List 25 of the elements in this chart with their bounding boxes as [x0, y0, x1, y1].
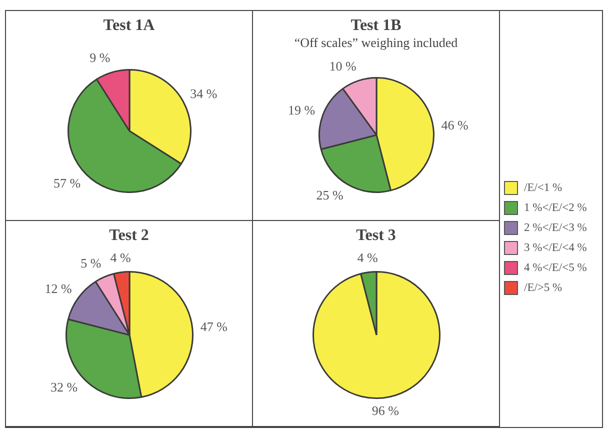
data-label: 96 %	[371, 403, 399, 418]
chart-subtitle: “Off scales” weighing included	[293, 35, 459, 51]
chart-title: Test 1B	[350, 17, 402, 35]
legend-label: 3 %</E/<4 %	[524, 242, 587, 254]
data-label: 46 %	[440, 117, 468, 132]
data-label: 19 %	[288, 102, 315, 118]
legend-label: 1 %</E/<2 %	[524, 202, 587, 214]
data-label: 34 %	[190, 86, 217, 102]
chart-title: Test 3	[355, 227, 397, 245]
data-label: 32 %	[50, 379, 78, 394]
data-label: 5 %	[80, 256, 101, 271]
data-label: 47 %	[200, 319, 228, 334]
data-label: 25 %	[316, 188, 343, 203]
data-label: 9 %	[89, 50, 110, 66]
data-label: 4 %	[110, 250, 131, 265]
legend-label: 2 %</E/<3 %	[524, 222, 587, 234]
legend-label: /E/>5 %	[524, 282, 562, 294]
data-label: 12 %	[44, 281, 72, 296]
chart-title: Test 1A	[102, 17, 156, 35]
data-label: 57 %	[52, 176, 80, 191]
legend-label: /E/<1 %	[524, 182, 562, 194]
data-label: 4 %	[356, 250, 378, 265]
chart-title: Test 2	[108, 227, 150, 245]
legend-label: 4 %</E/<5 %	[524, 262, 587, 274]
data-label: 10 %	[328, 58, 356, 74]
